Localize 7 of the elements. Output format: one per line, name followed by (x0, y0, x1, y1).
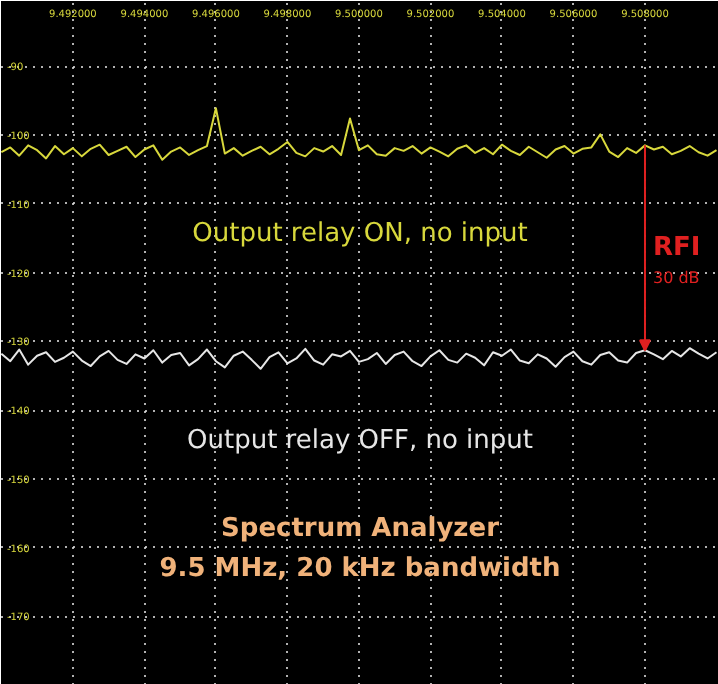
text: 9.5 MHz, 20 kHz bandwidth (159, 554, 561, 584)
text: Output relay OFF, no input (187, 426, 533, 457)
text: Spectrum Analyzer (221, 514, 501, 544)
annotation: RFI (652, 232, 701, 263)
line-series (1, 107, 718, 161)
text: Output relay ON, no input (192, 218, 528, 249)
annotation: 30 dB (652, 268, 700, 287)
